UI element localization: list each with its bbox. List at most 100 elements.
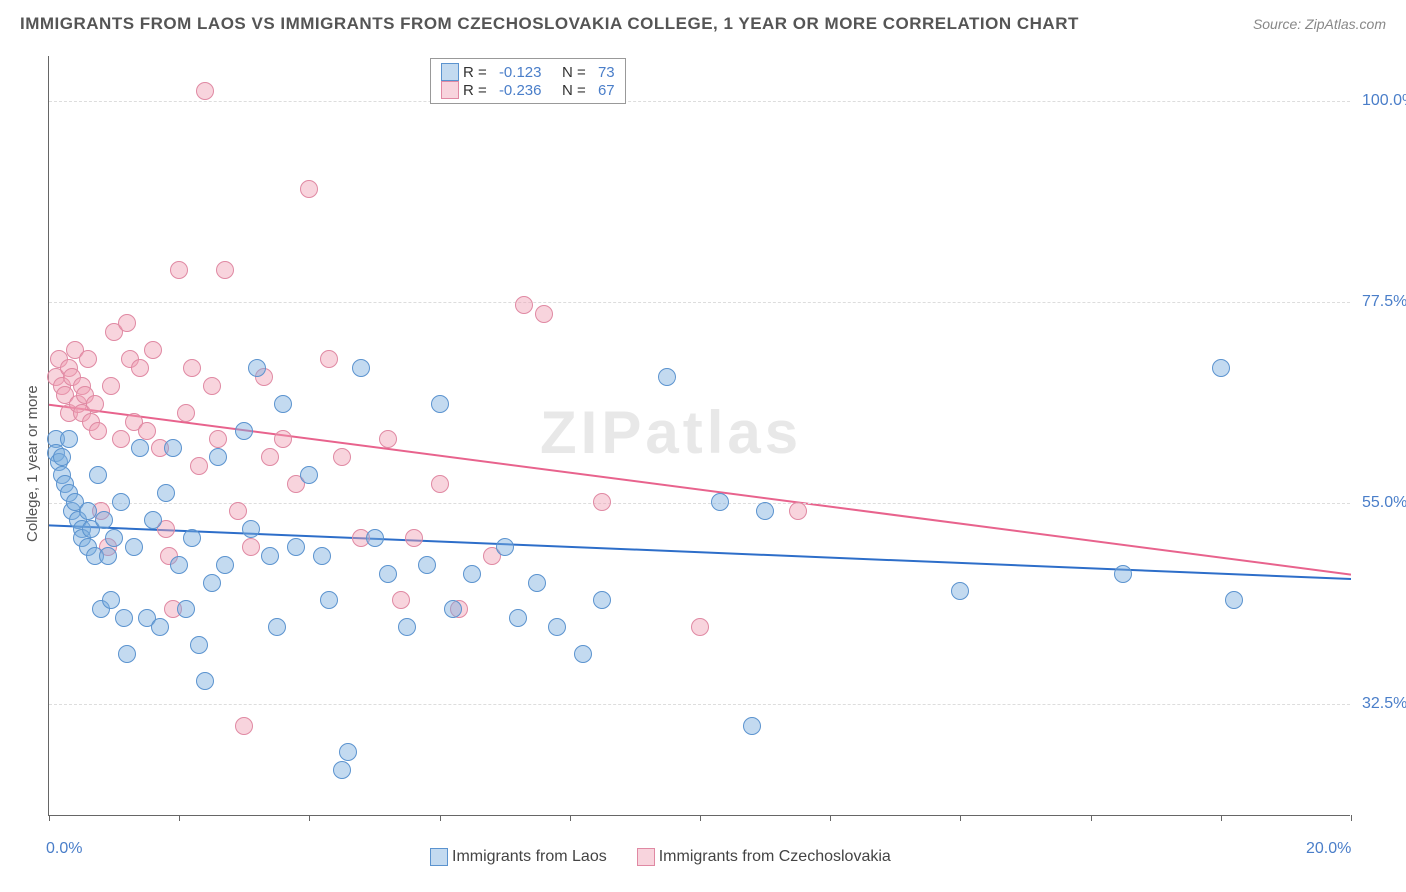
data-point-czech (131, 359, 149, 377)
n-value: 67 (598, 82, 615, 99)
data-point-laos (248, 359, 266, 377)
data-point-laos (333, 761, 351, 779)
data-point-laos (320, 591, 338, 609)
data-point-czech (196, 82, 214, 100)
data-point-laos (190, 636, 208, 654)
legend-row: R = -0.123 N = 73 (441, 63, 615, 81)
data-point-laos (209, 448, 227, 466)
data-point-laos (548, 618, 566, 636)
x-tick-label: 20.0% (1306, 840, 1351, 858)
r-value: -0.236 (499, 82, 542, 99)
legend-swatch (441, 63, 459, 81)
x-tick (700, 815, 701, 821)
legend-swatch (441, 81, 459, 99)
data-point-laos (183, 529, 201, 547)
data-point-laos (261, 547, 279, 565)
data-point-czech (333, 448, 351, 466)
data-point-laos (203, 574, 221, 592)
data-point-laos (105, 529, 123, 547)
gridline (49, 101, 1350, 102)
data-point-laos (1212, 359, 1230, 377)
x-tick (1091, 815, 1092, 821)
x-tick (309, 815, 310, 821)
data-point-czech (593, 493, 611, 511)
data-point-laos (366, 529, 384, 547)
data-point-laos (339, 743, 357, 761)
data-point-laos (574, 645, 592, 663)
data-point-czech (515, 296, 533, 314)
data-point-czech (235, 717, 253, 735)
data-point-laos (235, 422, 253, 440)
watermark: ZIPatlas (540, 398, 802, 467)
data-point-laos (509, 609, 527, 627)
data-point-laos (196, 672, 214, 690)
data-point-laos (268, 618, 286, 636)
data-point-laos (53, 448, 71, 466)
data-point-czech (118, 314, 136, 332)
data-point-czech (242, 538, 260, 556)
x-tick (49, 815, 50, 821)
data-point-laos (287, 538, 305, 556)
y-tick-label: 100.0% (1362, 92, 1406, 110)
data-point-czech (379, 430, 397, 448)
x-tick (570, 815, 571, 821)
gridline (49, 302, 1350, 303)
source-label: Source: ZipAtlas.com (1253, 16, 1386, 32)
data-point-czech (102, 377, 120, 395)
legend-item: Immigrants from Laos (430, 848, 607, 866)
x-tick (1351, 815, 1352, 821)
data-point-laos (398, 618, 416, 636)
data-point-laos (313, 547, 331, 565)
data-point-laos (379, 565, 397, 583)
data-point-laos (444, 600, 462, 618)
y-axis-label: College, 1 year or more (24, 386, 41, 543)
data-point-czech (190, 457, 208, 475)
x-tick (179, 815, 180, 821)
data-point-laos (496, 538, 514, 556)
data-point-laos (131, 439, 149, 457)
data-point-laos (164, 439, 182, 457)
r-label: R = (463, 82, 487, 99)
data-point-laos (300, 466, 318, 484)
data-point-laos (658, 368, 676, 386)
data-point-laos (756, 502, 774, 520)
data-point-laos (112, 493, 130, 511)
data-point-laos (352, 359, 370, 377)
data-point-laos (99, 547, 117, 565)
legend-label: Immigrants from Czechoslovakia (659, 848, 891, 866)
data-point-czech (177, 404, 195, 422)
data-point-laos (242, 520, 260, 538)
correlation-legend: R = -0.123 N = 73R = -0.236 N = 67 (430, 58, 626, 104)
data-point-laos (157, 484, 175, 502)
data-point-laos (1225, 591, 1243, 609)
x-tick (960, 815, 961, 821)
data-point-czech (138, 422, 156, 440)
legend-swatch (637, 848, 655, 866)
data-point-laos (151, 618, 169, 636)
data-point-laos (170, 556, 188, 574)
data-point-laos (102, 591, 120, 609)
data-point-laos (79, 502, 97, 520)
data-point-laos (463, 565, 481, 583)
y-tick-label: 77.5% (1362, 293, 1406, 311)
legend-row: R = -0.236 N = 67 (441, 81, 615, 99)
data-point-laos (528, 574, 546, 592)
data-point-czech (392, 591, 410, 609)
data-point-czech (274, 430, 292, 448)
data-point-laos (418, 556, 436, 574)
data-point-laos (118, 645, 136, 663)
y-tick-label: 55.0% (1362, 494, 1406, 512)
n-label: N = (562, 64, 586, 81)
data-point-czech (300, 180, 318, 198)
r-label: R = (463, 64, 487, 81)
data-point-laos (743, 717, 761, 735)
data-point-laos (431, 395, 449, 413)
data-point-czech (86, 395, 104, 413)
chart-title: IMMIGRANTS FROM LAOS VS IMMIGRANTS FROM … (20, 14, 1079, 34)
data-point-laos (274, 395, 292, 413)
data-point-laos (711, 493, 729, 511)
n-label: N = (562, 82, 586, 99)
data-point-laos (593, 591, 611, 609)
data-point-czech (144, 341, 162, 359)
data-point-czech (789, 502, 807, 520)
